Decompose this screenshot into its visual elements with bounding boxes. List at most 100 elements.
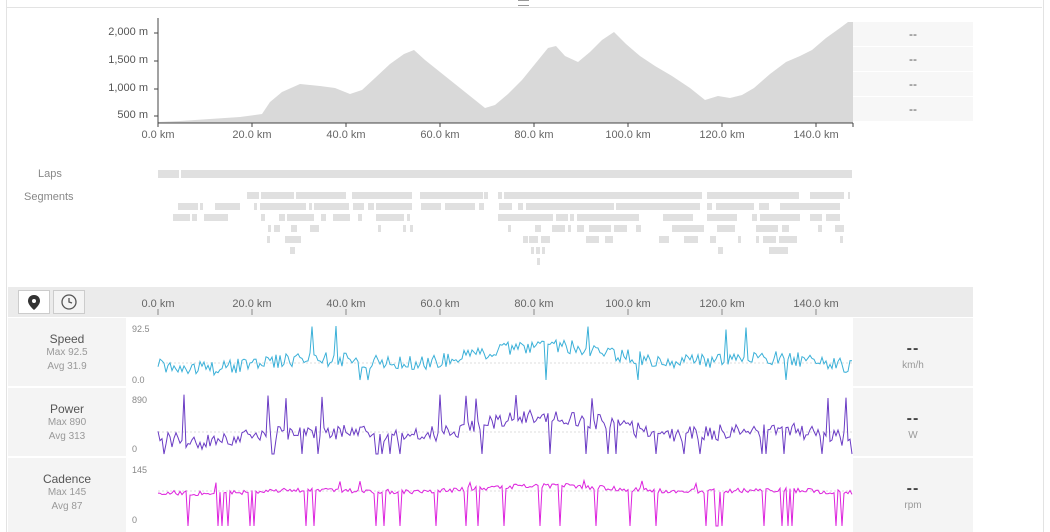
segment-bar[interactable] (445, 203, 475, 210)
segment-bar[interactable] (247, 192, 259, 199)
segment-bar[interactable] (376, 203, 412, 210)
segment-bar[interactable] (782, 225, 789, 232)
segment-bar[interactable] (718, 247, 723, 254)
segment-bar[interactable] (684, 236, 698, 243)
segment-bar[interactable] (717, 225, 735, 232)
segment-bar[interactable] (296, 192, 346, 199)
segment-bar[interactable] (173, 214, 190, 221)
segment-bar[interactable] (287, 214, 314, 221)
segment-bar[interactable] (268, 225, 271, 232)
segment-bar[interactable] (756, 236, 759, 243)
segment-bar[interactable] (285, 236, 301, 243)
segment-bar[interactable] (780, 203, 840, 210)
segment-bar[interactable] (663, 214, 693, 221)
segment-bar[interactable] (518, 203, 523, 210)
segment-bar[interactable] (752, 214, 757, 221)
segment-bar[interactable] (531, 247, 534, 254)
segment-bar[interactable] (707, 214, 737, 221)
location-mode-button[interactable] (18, 290, 50, 314)
segment-bar[interactable] (659, 236, 669, 243)
lap-bar[interactable] (158, 170, 179, 178)
segment-bar[interactable] (267, 236, 270, 243)
segment-bar[interactable] (254, 203, 257, 210)
segment-bar[interactable] (499, 203, 512, 210)
segment-bar[interactable] (840, 236, 843, 243)
segment-bar[interactable] (577, 225, 584, 232)
segment-bar[interactable] (536, 247, 540, 254)
segment-bar[interactable] (542, 247, 545, 254)
segment-bar[interactable] (407, 214, 410, 221)
segment-bar[interactable] (403, 225, 406, 232)
segment-bar[interactable] (261, 192, 294, 199)
segment-bar[interactable] (309, 203, 312, 210)
segment-bar[interactable] (552, 225, 565, 232)
segment-bar[interactable] (529, 236, 538, 243)
segment-bar[interactable] (537, 258, 540, 265)
segment-bar[interactable] (215, 203, 240, 210)
segment-bar[interactable] (358, 214, 362, 221)
segment-bar[interactable] (636, 225, 641, 232)
segment-bar[interactable] (353, 203, 364, 210)
segment-bar[interactable] (333, 214, 350, 221)
segment-bar[interactable] (541, 236, 550, 243)
segment-bar[interactable] (314, 203, 349, 210)
segment-bar[interactable] (421, 203, 441, 210)
segment-bar[interactable] (410, 225, 413, 232)
segment-bar[interactable] (826, 214, 840, 221)
segment-bar[interactable] (291, 225, 297, 232)
segment-bar[interactable] (710, 236, 716, 243)
segment-bar[interactable] (498, 192, 502, 199)
segment-bar[interactable] (848, 192, 850, 199)
segment-bar[interactable] (556, 214, 568, 221)
segment-bar[interactable] (498, 214, 553, 221)
segment-bar[interactable] (479, 203, 484, 210)
segment-bar[interactable] (523, 236, 528, 243)
segment-bar[interactable] (586, 236, 599, 243)
power-chart[interactable]: 890 0 (126, 388, 853, 456)
time-mode-button[interactable] (53, 290, 85, 314)
segment-bar[interactable] (279, 214, 285, 221)
lap-bar[interactable] (181, 170, 852, 178)
segment-bar[interactable] (614, 225, 627, 232)
segment-bar[interactable] (672, 225, 704, 232)
segment-bar[interactable] (707, 203, 712, 210)
segment-bar[interactable] (760, 214, 800, 221)
cadence-chart[interactable]: 145 0 (126, 458, 853, 532)
segment-bar[interactable] (368, 203, 374, 210)
segment-bar[interactable] (568, 225, 571, 232)
segment-bar[interactable] (321, 214, 326, 221)
resize-handle[interactable] (518, 0, 529, 6)
segment-bar[interactable] (504, 192, 702, 199)
segment-bar[interactable] (763, 236, 776, 243)
segment-bar[interactable] (810, 192, 844, 199)
segment-bar[interactable] (756, 225, 778, 232)
segment-bar[interactable] (484, 192, 488, 199)
segment-bar[interactable] (759, 203, 769, 210)
segment-bar[interactable] (192, 214, 197, 221)
segment-bar[interactable] (616, 203, 700, 210)
segment-bar[interactable] (810, 214, 822, 221)
speed-chart[interactable]: 92.5 0.0 (126, 318, 853, 386)
segment-bar[interactable] (508, 225, 511, 232)
segment-bar[interactable] (290, 247, 295, 254)
segment-bar[interactable] (716, 203, 754, 210)
segment-bar[interactable] (376, 214, 404, 221)
segment-bar[interactable] (570, 214, 574, 221)
segment-bar[interactable] (352, 192, 412, 199)
segment-bar[interactable] (835, 225, 844, 232)
segment-bar[interactable] (605, 236, 613, 243)
segment-bar[interactable] (738, 236, 741, 243)
segment-bar[interactable] (274, 225, 280, 232)
segment-bar[interactable] (769, 247, 788, 254)
segment-bar[interactable] (260, 203, 306, 210)
segment-bar[interactable] (310, 225, 319, 232)
segment-bar[interactable] (535, 225, 541, 232)
segment-bar[interactable] (378, 225, 381, 232)
segment-bar[interactable] (589, 225, 611, 232)
segment-bar[interactable] (526, 203, 614, 210)
segment-bar[interactable] (818, 225, 822, 232)
segment-bar[interactable] (707, 192, 799, 199)
segment-bar[interactable] (204, 214, 228, 221)
segment-bar[interactable] (200, 203, 203, 210)
segment-bar[interactable] (261, 214, 265, 221)
